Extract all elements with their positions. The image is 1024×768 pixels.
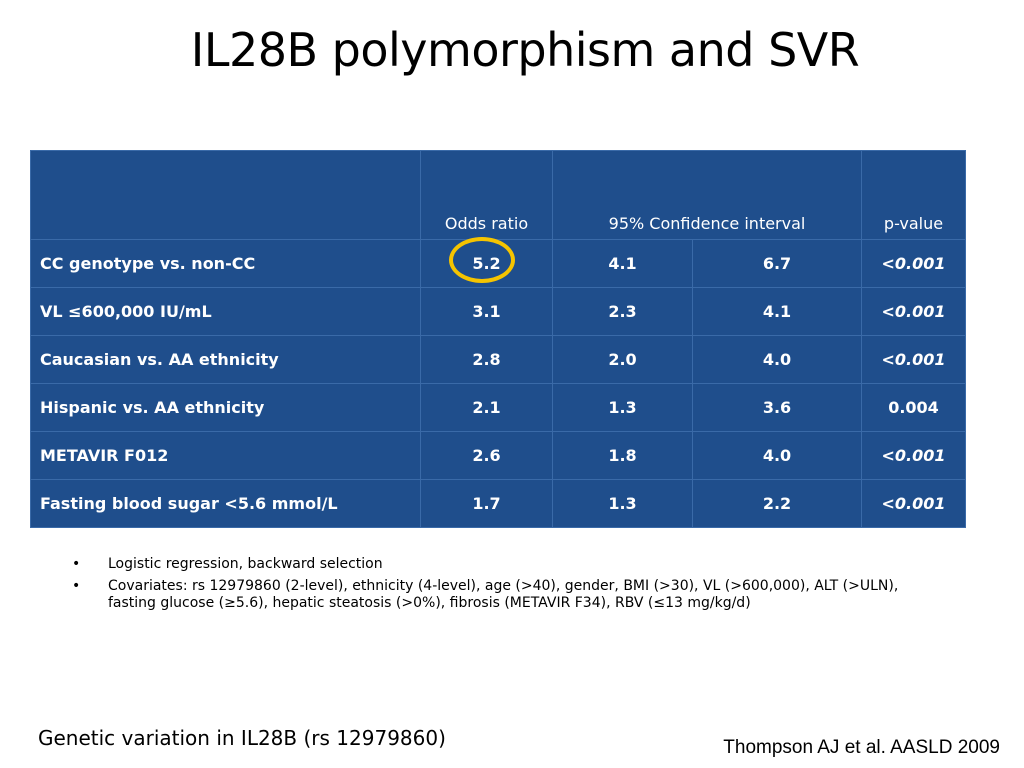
cell-odds-ratio: 3.1	[420, 287, 553, 336]
cell-odds-ratio: 1.7	[420, 479, 553, 528]
header-p-value: p-value	[861, 150, 967, 240]
cell-ci-low: 4.1	[552, 239, 693, 288]
cell-p-value: <0.001	[861, 431, 967, 480]
cell-ci-low: 2.3	[552, 287, 693, 336]
table-row: Caucasian vs. AA ethnicity 2.8 2.0 4.0 <0.00…	[30, 335, 967, 384]
row-label: Hispanic vs. AA ethnicity	[30, 383, 421, 432]
row-label: METAVIR F012	[30, 431, 421, 480]
cell-ci-high: 4.0	[691, 335, 863, 384]
cell-p-value: <0.001	[861, 479, 967, 528]
cell-ci-low: 1.3	[552, 479, 693, 528]
table-row: Hispanic vs. AA ethnicity 2.1 1.3 3.6 0.004	[30, 383, 967, 432]
cell-odds-ratio: 5.2	[420, 239, 553, 288]
cell-odds-ratio: 2.8	[420, 335, 553, 384]
cell-ci-high: 6.7	[691, 239, 863, 288]
cell-ci-low: 2.0	[552, 335, 693, 384]
slide-title: IL28B polymorphism and SVR	[190, 23, 860, 77]
row-label: CC genotype vs. non-CC	[30, 239, 421, 288]
bullet-icon: •	[72, 578, 81, 594]
note-text: Logistic regression, backward selection	[108, 556, 383, 572]
cell-ci-high: 4.1	[691, 287, 863, 336]
note-item: • Covariates: rs 12979860 (2-level), eth…	[72, 578, 932, 612]
header-odds-ratio: Odds ratio	[420, 150, 553, 240]
table-row: VL ≤600,000 IU/mL 3.1 2.3 4.1 <0.001	[30, 287, 967, 336]
cell-ci-high: 2.2	[691, 479, 863, 528]
header-confidence-interval: 95% Confidence interval	[551, 150, 863, 240]
cell-odds-ratio: 2.1	[420, 383, 553, 432]
cell-ci-high: 4.0	[691, 431, 863, 480]
table-row: METAVIR F012 2.6 1.8 4.0 <0.001	[30, 431, 967, 480]
footer-citation: Thompson AJ et al. AASLD 2009	[723, 737, 1000, 758]
table-row: Fasting blood sugar <5.6 mmol/L 1.7 1.3 2.2…	[30, 479, 967, 528]
cell-p-value: <0.001	[861, 335, 967, 384]
note-text: Covariates: rs 12979860 (2-level), ethni…	[108, 578, 899, 611]
cell-ci-low: 1.8	[552, 431, 693, 480]
row-label: VL ≤600,000 IU/mL	[30, 287, 421, 336]
results-table: Odds ratio 95% Confidence interval p-val…	[30, 150, 967, 528]
note-item: • Logistic regression, backward selectio…	[72, 556, 932, 573]
footer-caption: Genetic variation in IL28B (rs 12979860)	[38, 726, 446, 750]
cell-p-value: <0.001	[861, 239, 967, 288]
bullet-icon: •	[72, 556, 81, 572]
cell-odds-ratio: 2.6	[420, 431, 553, 480]
row-label: Fasting blood sugar <5.6 mmol/L	[30, 479, 421, 528]
cell-ci-low: 1.3	[552, 383, 693, 432]
cell-p-value: <0.001	[861, 287, 967, 336]
table-body: CC genotype vs. non-CC 5.2 4.1 6.7 <0.001 VL …	[30, 239, 967, 528]
header-empty-cell	[30, 150, 421, 240]
notes-list: • Logistic regression, backward selectio…	[72, 556, 932, 617]
results-table-container: Odds ratio 95% Confidence interval p-val…	[30, 150, 967, 528]
cell-ci-high: 3.6	[691, 383, 863, 432]
cell-p-value: 0.004	[861, 383, 967, 432]
row-label: Caucasian vs. AA ethnicity	[30, 335, 421, 384]
table-header-row: Odds ratio 95% Confidence interval p-val…	[30, 150, 967, 240]
table-row: CC genotype vs. non-CC 5.2 4.1 6.7 <0.001	[30, 239, 967, 288]
